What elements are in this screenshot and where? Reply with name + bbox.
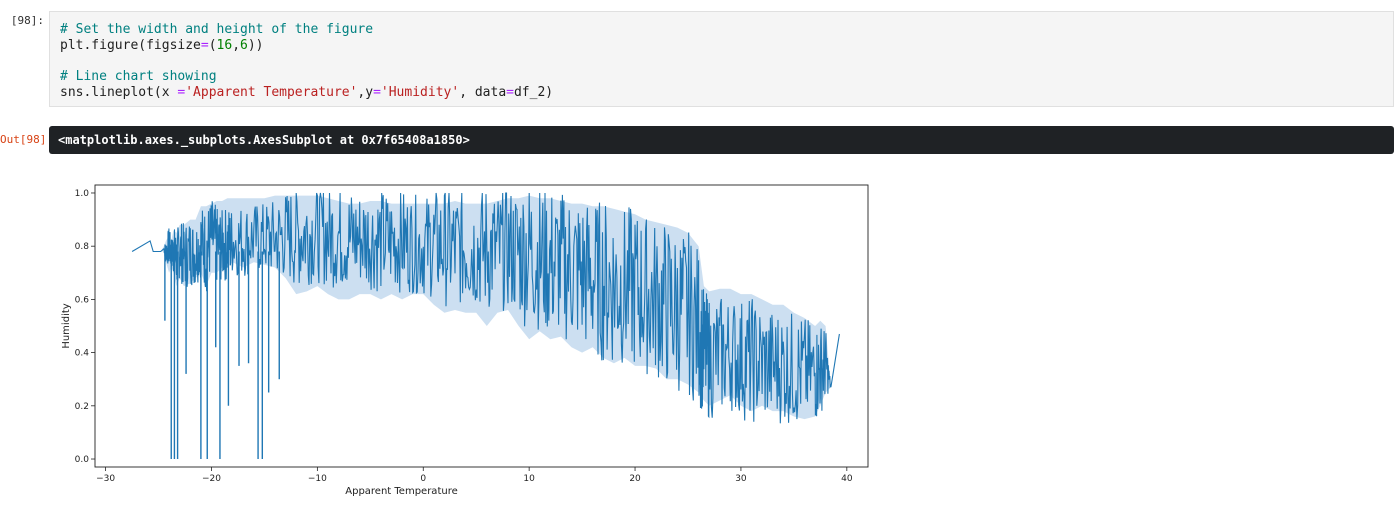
output-text: <matplotlib.axes._subplots.AxesSubplot a… xyxy=(58,133,470,147)
code-number: 16 xyxy=(216,38,233,53)
code-operator: = xyxy=(177,85,186,100)
code-cell[interactable]: # Set the width and height of the figure… xyxy=(49,11,1394,107)
y-tick-label: 0.2 xyxy=(75,402,89,412)
code-comment: # Line chart showing xyxy=(60,69,217,84)
output-result: <matplotlib.axes._subplots.AxesSubplot a… xyxy=(49,126,1394,154)
code-operator: = xyxy=(373,85,381,100)
y-tick-label: 1.0 xyxy=(75,189,90,199)
y-tick-label: 0.4 xyxy=(75,349,90,359)
code-line-lineplot: sns.lineplot(x ='Apparent Temperature',y… xyxy=(60,85,553,101)
code-line-comment-1: # Set the width and height of the figure xyxy=(60,22,373,38)
y-axis-label: Humidity xyxy=(61,303,72,348)
x-tick-label: 30 xyxy=(735,474,747,484)
code-token: df_2) xyxy=(513,85,554,100)
code-token: )) xyxy=(247,38,264,53)
code-token: ,y xyxy=(357,85,374,100)
code-token: sns.lineplot(x xyxy=(60,85,178,100)
humidity-series-line xyxy=(131,192,840,424)
code-line-comment-2: # Line chart showing xyxy=(60,69,217,85)
y-tick-label: 0.0 xyxy=(75,455,90,465)
input-prompt: [98]: xyxy=(10,14,44,27)
x-tick-label: −30 xyxy=(96,474,115,484)
code-comment: # Set the width and height of the figure xyxy=(60,22,374,37)
x-tick-label: −10 xyxy=(308,474,327,484)
y-tick-label: 0.6 xyxy=(75,295,90,305)
humidity-line-chart: −30 −20 −10 0 10 20 30 40 0.0 0.2 0.4 0.6 0.8 1.0 Appa… xyxy=(61,184,869,497)
plot-frame xyxy=(94,184,869,468)
x-tick-label: 10 xyxy=(523,474,535,484)
code-token: plt.figure(figsize xyxy=(60,38,201,53)
code-operator: = xyxy=(200,38,209,53)
x-tick-label: 0 xyxy=(420,474,426,484)
output-prompt: Out[98] xyxy=(0,133,47,146)
code-number: 6 xyxy=(240,38,248,53)
code-token: ( xyxy=(208,38,217,53)
code-operator: = xyxy=(506,85,514,100)
code-line-figure: plt.figure(figsize=(16,6)) xyxy=(60,38,264,54)
x-axis-label: Apparent Temperature xyxy=(345,486,458,497)
code-token: , data xyxy=(459,85,507,100)
y-tick-label: 0.8 xyxy=(75,242,90,252)
code-token: , xyxy=(232,38,241,53)
code-string: 'Humidity' xyxy=(380,85,460,100)
code-string: 'Apparent Temperature' xyxy=(185,85,358,100)
x-tick-label: 20 xyxy=(629,474,641,484)
x-tick-label: 40 xyxy=(841,474,853,484)
x-tick-label: −20 xyxy=(202,474,221,484)
